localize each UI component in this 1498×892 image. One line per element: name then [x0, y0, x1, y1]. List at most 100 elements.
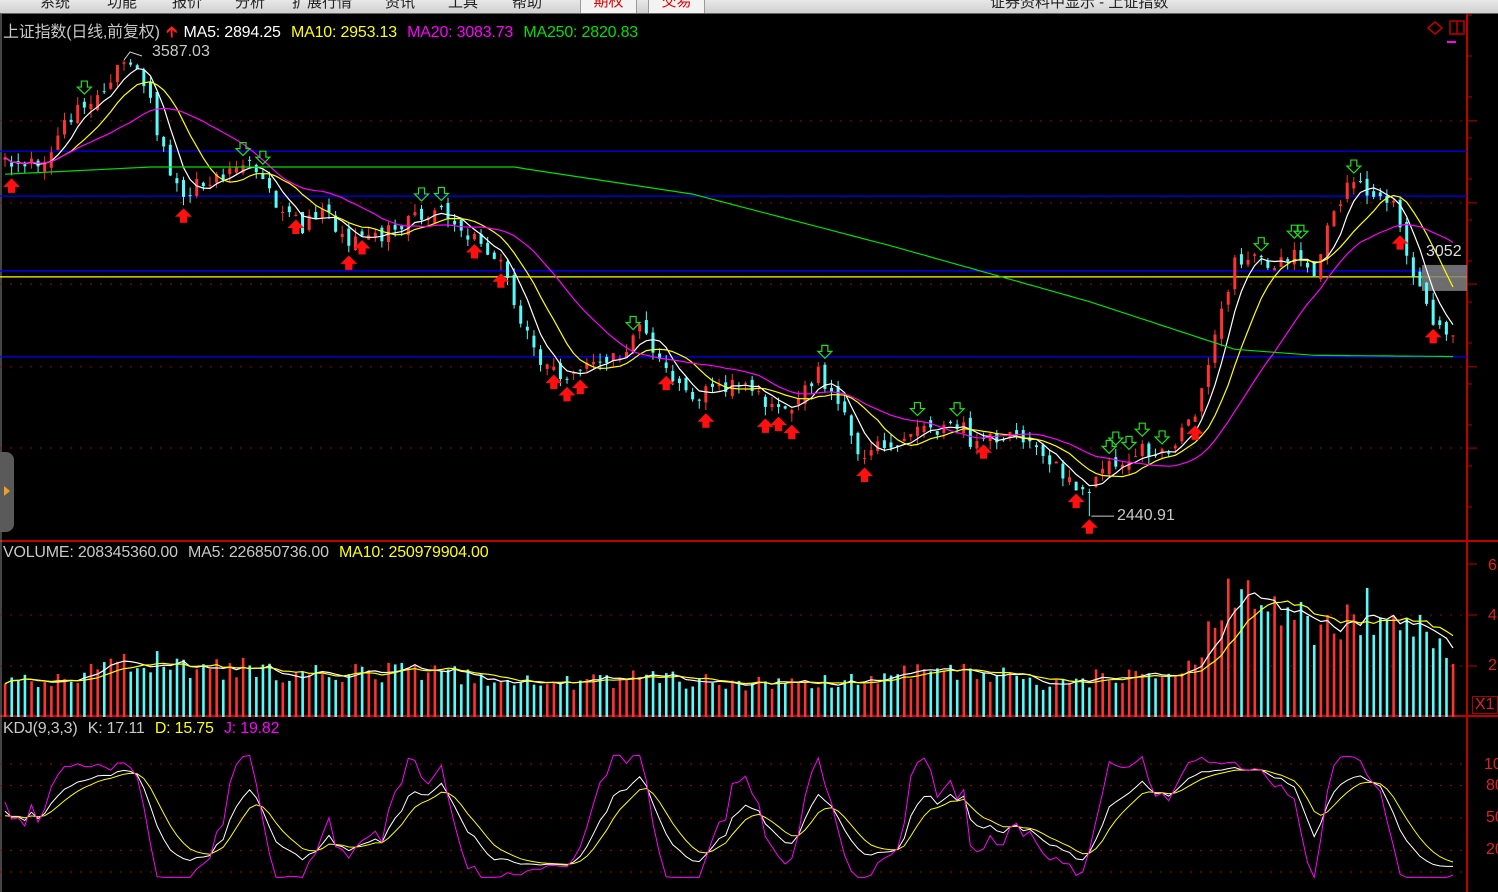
volume-bar [1246, 580, 1250, 717]
candle-body [195, 178, 199, 196]
trade-button[interactable]: 交易 [648, 0, 705, 13]
volume-bar [909, 678, 913, 717]
candle-body [539, 349, 543, 365]
volume-bar [63, 678, 66, 717]
candle-body [691, 391, 695, 400]
volume-bar [1094, 669, 1098, 717]
candle-body [1120, 464, 1124, 468]
candle-body [1365, 178, 1369, 196]
volume-bar [717, 684, 721, 717]
volume-bar [83, 672, 86, 717]
candle-body [340, 233, 344, 237]
sell-arrow-icon [624, 315, 642, 331]
candle-body [261, 172, 265, 180]
kdj-j-value: J: 19.82 [223, 720, 280, 737]
volume-bar [876, 683, 880, 717]
candle-body [1332, 211, 1336, 227]
options-button[interactable]: 期权 [580, 0, 637, 13]
volume-bar [1445, 657, 1448, 717]
candle-body [763, 396, 767, 407]
candle-body [208, 184, 212, 186]
volume-bar [790, 678, 794, 717]
candle-body [598, 361, 602, 363]
candle-body [472, 233, 476, 240]
volume-bar [215, 659, 218, 717]
menu-item-analysis[interactable]: 分析 [235, 0, 266, 11]
volume-bar [1187, 660, 1190, 717]
candle-body [545, 364, 549, 369]
window-title: 证券资料中显示 - 上证指数 [990, 0, 1169, 11]
menu-item-tools[interactable]: 工具 [448, 0, 479, 11]
buy-arrow-icon [287, 219, 305, 235]
candle-body [651, 332, 655, 353]
menu-item-extended[interactable]: 扩展行情 [292, 0, 353, 11]
side-panel-toggle[interactable] [0, 452, 14, 532]
volume-bar [446, 669, 450, 717]
volume-bar [856, 684, 860, 717]
candle-body [1286, 259, 1290, 262]
candle-body [631, 335, 635, 352]
volume-bar [1385, 620, 1389, 717]
volume-bar [241, 657, 245, 717]
volume-bar [982, 673, 985, 717]
volume-bar [1326, 614, 1329, 717]
volume-bar [228, 663, 232, 717]
sell-arrow-icon [1292, 224, 1310, 240]
candle-body [658, 353, 662, 359]
volume-bar [671, 671, 675, 717]
candle-body [1167, 452, 1171, 454]
volume-bar [400, 662, 404, 717]
volume-bar [605, 675, 609, 717]
candle-body [76, 104, 80, 124]
volume-bar [1174, 675, 1177, 717]
volume-bar [321, 674, 324, 717]
ma5-value: MA5: 2894.25 [183, 24, 281, 41]
volume-bar [850, 673, 853, 717]
candle-body [175, 178, 179, 184]
price-tag-label: 3052 [1426, 243, 1462, 260]
volume-bar [592, 674, 595, 717]
menu-item-quote[interactable]: 报价 [172, 0, 203, 11]
volume-bar [975, 679, 979, 717]
buy-arrow-icon [1391, 235, 1409, 250]
menu-item-system[interactable]: 系统 [40, 0, 71, 11]
menu-item-help[interactable]: 帮助 [512, 0, 543, 11]
sell-arrow-icon [75, 80, 93, 95]
volume-bar [777, 678, 780, 717]
candle-body [1147, 443, 1151, 458]
volume-bar [664, 673, 668, 717]
volume-bar [1312, 644, 1316, 717]
volume-bar [836, 686, 840, 717]
volume-axis-label: 4 [1488, 607, 1497, 624]
volume-bar [1451, 663, 1455, 717]
volume-bar [1193, 664, 1197, 717]
candle-body [115, 64, 119, 83]
kdj-k-value: K: 17.11 [87, 720, 145, 737]
volume-bar [922, 669, 926, 717]
volume-bar [1035, 684, 1038, 717]
candle-body [162, 136, 166, 147]
volume-bar [585, 679, 589, 717]
candle-body [234, 167, 238, 173]
volume-bar [955, 679, 959, 717]
volume-bar [1418, 614, 1422, 717]
price-header: 上证指数(日线,前复权) 🡱 MA5: 2894.25 MA10: 2953.1… [3, 18, 644, 48]
kdj-axis-label: 20 [1486, 841, 1498, 858]
menu-item-function[interactable]: 功能 [107, 0, 138, 11]
candle-body [1431, 299, 1435, 325]
sell-arrow-icon [908, 401, 926, 417]
buy-arrow-icon [340, 255, 358, 270]
candle-body [1411, 257, 1415, 277]
candle-body [816, 366, 820, 384]
menu-item-info[interactable]: 资讯 [385, 0, 416, 11]
volume-bar [764, 681, 767, 717]
volume-bar [1266, 611, 1270, 717]
buy-arrow-icon [545, 374, 563, 390]
volume-bar [988, 681, 992, 717]
candle-body [796, 398, 800, 405]
candle-body [380, 227, 384, 242]
candle-body [446, 202, 450, 219]
candle-body [955, 424, 959, 429]
volume-bar [1405, 618, 1409, 717]
